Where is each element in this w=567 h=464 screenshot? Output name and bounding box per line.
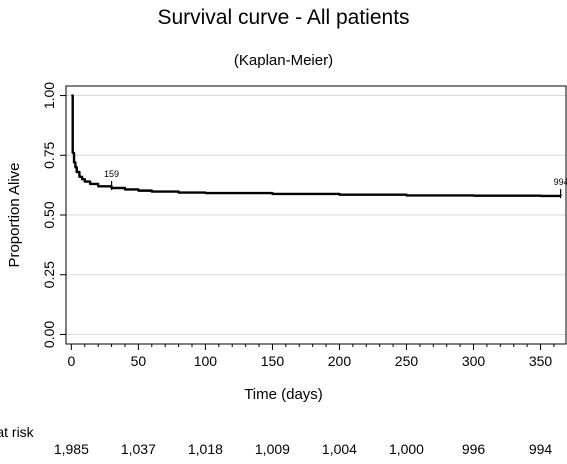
x-tick-label: 250 bbox=[395, 353, 419, 369]
x-tick-label: 50 bbox=[131, 353, 147, 369]
x-axis-label: Time (days) bbox=[244, 386, 323, 403]
annotations: 159 994 bbox=[104, 169, 567, 199]
x-tick-label: 100 bbox=[194, 353, 218, 369]
number-at-risk-value: 1,004 bbox=[321, 441, 357, 457]
gridlines bbox=[66, 95, 566, 335]
x-tick-label: 350 bbox=[529, 353, 553, 369]
number-at-risk-value: 1,037 bbox=[120, 441, 156, 457]
series-layer bbox=[71, 94, 562, 198]
y-axis-label: Proportion Alive bbox=[6, 162, 23, 267]
y-tick-label: 0.00 bbox=[41, 321, 57, 348]
x-tick-label: 200 bbox=[328, 353, 352, 369]
chart-title: Survival curve - All patients bbox=[157, 6, 410, 29]
annotation-label: 159 bbox=[104, 169, 119, 179]
number-at-risk-value: 996 bbox=[461, 441, 486, 457]
number-at-risk-title: er at risk bbox=[0, 424, 34, 440]
axes: 0.00 0.25 0.50 0.75 1.00 0 50 100 150 200 250 300 35… bbox=[41, 82, 567, 369]
number-at-risk-value: 1,985 bbox=[53, 441, 89, 457]
y-tick-label: 1.00 bbox=[41, 82, 57, 109]
y-tick-label: 0.75 bbox=[41, 141, 57, 168]
number-at-risk-value: 1,009 bbox=[254, 441, 290, 457]
number-at-risk-value: 1,018 bbox=[187, 441, 223, 457]
x-tick-label: 300 bbox=[462, 353, 486, 369]
annotation-label: 994 bbox=[554, 177, 567, 187]
number-at-risk-value: 994 bbox=[528, 441, 553, 457]
y-tick-label: 0.50 bbox=[41, 201, 57, 228]
number-at-risk-value: 1,000 bbox=[388, 441, 424, 457]
x-tick-label: 0 bbox=[67, 353, 75, 369]
x-tick-label: 150 bbox=[261, 353, 285, 369]
y-tick-label: 0.25 bbox=[41, 261, 57, 288]
survival-curve bbox=[71, 94, 562, 198]
chart-subtitle: (Kaplan-Meier) bbox=[233, 52, 334, 69]
